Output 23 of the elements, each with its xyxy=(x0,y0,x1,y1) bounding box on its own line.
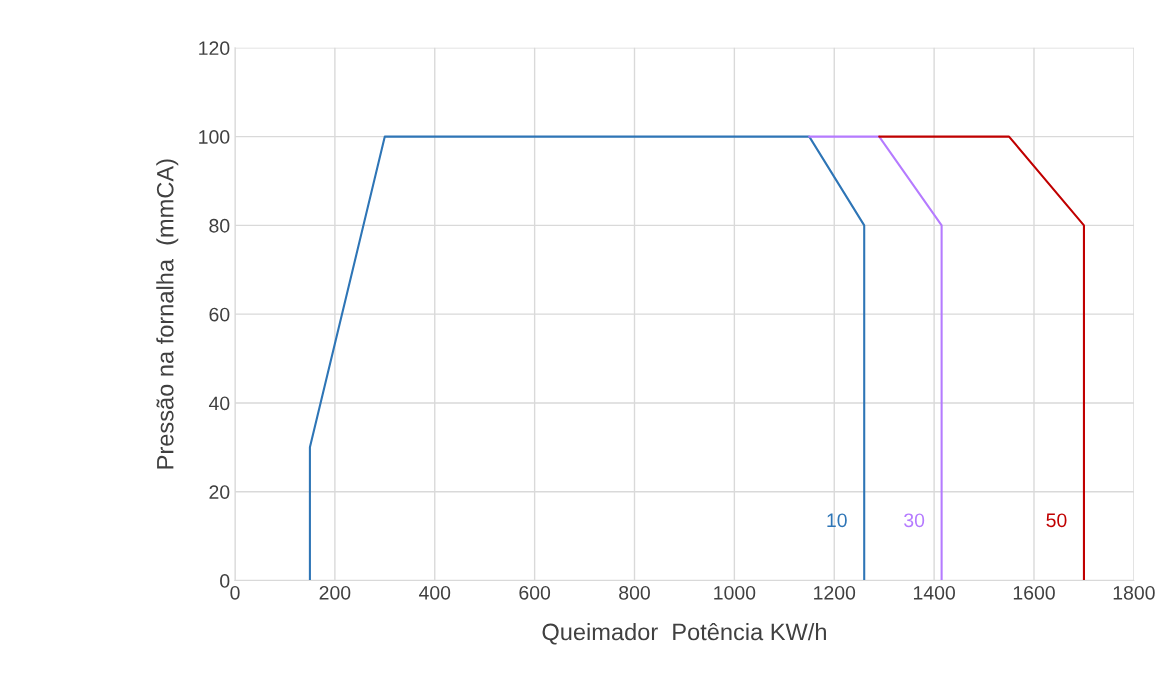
x-tick-label: 1200 xyxy=(814,585,856,600)
y-tick-label: 60 xyxy=(209,307,230,322)
y-tick-label: 80 xyxy=(209,218,230,233)
y-axis-title: Pressão na fornalha (mmCA) xyxy=(156,159,179,469)
series-label: 10 xyxy=(827,513,847,528)
x-axis-title: Queimador Potência KW/h xyxy=(542,622,826,645)
x-tick-label: 1800 xyxy=(1113,585,1155,600)
x-tick-label: 800 xyxy=(619,585,650,600)
y-tick-label: 0 xyxy=(220,574,230,588)
x-tick-label: 1000 xyxy=(714,585,756,600)
x-tick-label: 200 xyxy=(319,585,351,600)
series-label: 50 xyxy=(1046,513,1067,528)
y-tick-label: 40 xyxy=(208,396,230,411)
series-label: 30 xyxy=(904,513,925,528)
x-tick-label: 400 xyxy=(418,585,451,600)
y-tick-label: 20 xyxy=(209,485,230,499)
x-tick-label: 1400 xyxy=(913,585,955,600)
x-tick-label: 600 xyxy=(519,585,551,600)
y-tick-label: 100 xyxy=(199,130,230,144)
x-tick-label: 1600 xyxy=(1013,585,1055,600)
line-series xyxy=(308,135,866,581)
y-tick-label: 120 xyxy=(199,41,230,56)
x-tick-label: 0 xyxy=(230,585,240,600)
